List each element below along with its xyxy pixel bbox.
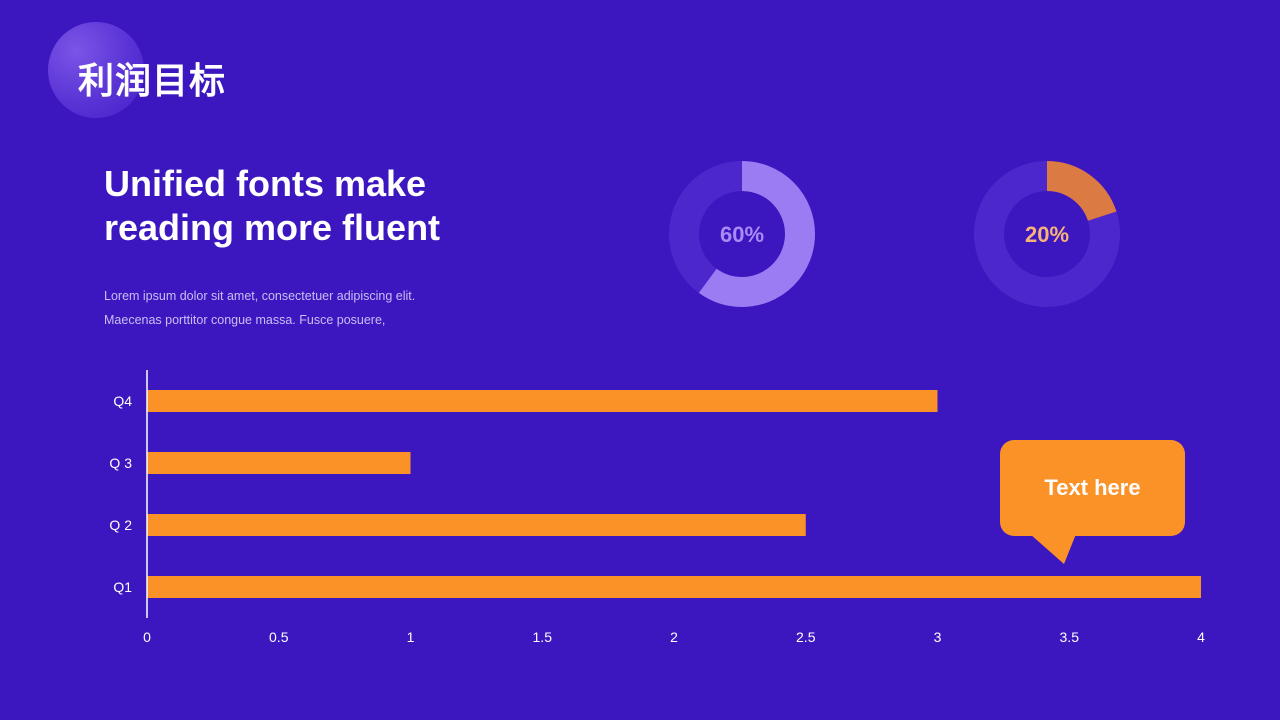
- callout-box: Text here: [1000, 440, 1185, 536]
- x-tick-label-2: 1: [407, 629, 415, 645]
- x-tick-label-5: 2.5: [796, 629, 816, 645]
- body-line-2: Maecenas porttitor congue massa. Fusce p…: [104, 313, 386, 327]
- page-title: 利润目标: [78, 61, 227, 102]
- donut-2-label: 20%: [1024, 222, 1070, 247]
- callout-text: Text here: [1044, 475, 1141, 500]
- x-tick-label-8: 4: [1197, 629, 1205, 645]
- donut-1-label: 60%: [719, 222, 765, 247]
- bar-0: [147, 576, 1201, 598]
- bar-3: [147, 390, 938, 412]
- callout: Text here: [1000, 440, 1185, 564]
- title-decor-circle: [48, 22, 144, 118]
- bar-1: [147, 514, 806, 536]
- donut-chart-2: 20%: [973, 160, 1121, 308]
- y-tick-label-0: Q1: [113, 579, 132, 595]
- bar-2: [147, 452, 411, 474]
- body-line-1: Lorem ipsum dolor sit amet, consectetuer…: [104, 289, 416, 303]
- x-tick-label-7: 3.5: [1060, 629, 1080, 645]
- donut-2-arc: [974, 161, 1120, 307]
- headline: Unified fonts make reading more fluent: [104, 163, 441, 248]
- body-text: Lorem ipsum dolor sit amet, consectetuer…: [104, 284, 504, 332]
- x-tick-label-3: 1.5: [533, 629, 553, 645]
- callout-tail-shape: [1030, 534, 1076, 564]
- y-tick-label-2: Q 3: [109, 455, 132, 471]
- x-tick-label-1: 0.5: [269, 629, 289, 645]
- donut-chart-1: 60%: [668, 160, 816, 308]
- callout-tail: [1030, 534, 1076, 564]
- donut-1-arc: [669, 161, 815, 307]
- y-tick-label-1: Q 2: [109, 517, 132, 533]
- y-tick-label-3: Q4: [113, 393, 132, 409]
- x-tick-label-4: 2: [670, 629, 678, 645]
- x-tick-label-6: 3: [934, 629, 942, 645]
- x-tick-label-0: 0: [143, 629, 151, 645]
